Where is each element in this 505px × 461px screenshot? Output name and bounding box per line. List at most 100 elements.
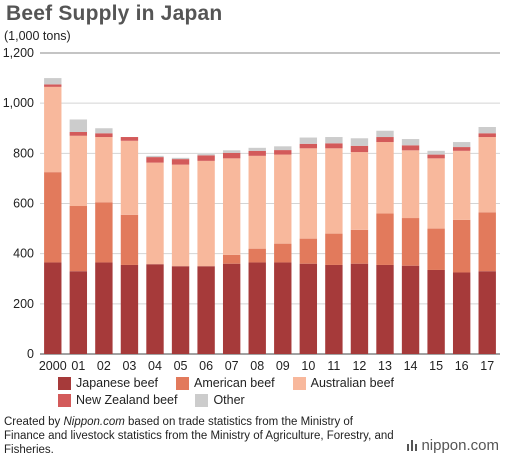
legend-item-newzealand: New Zealand beef — [58, 393, 177, 407]
x-tick-label: 04 — [148, 359, 162, 373]
bar-segment — [69, 206, 88, 272]
legend-item-american: American beef — [176, 376, 275, 390]
bar-segment — [299, 263, 318, 354]
legend-item-australian: Australian beef — [292, 376, 395, 390]
bar-segment — [325, 264, 343, 354]
legend-swatch-australian — [292, 376, 306, 390]
footnote-source: Nippon.com — [63, 416, 125, 428]
bar-segment — [248, 147, 266, 151]
x-tick-label: 15 — [429, 359, 443, 373]
bar-segment — [427, 228, 445, 270]
bar-segment — [427, 269, 445, 354]
x-tick-label: 12 — [352, 359, 366, 373]
y-tick-label: 400 — [13, 247, 34, 261]
bar-segment — [120, 214, 139, 265]
bar-segment — [376, 264, 394, 354]
bar-segment — [452, 219, 471, 273]
legend-row-1: Japanese beef American beef Australian b… — [58, 376, 438, 390]
bar-segment — [248, 262, 266, 354]
bar-segment — [299, 137, 318, 144]
bar-segment — [95, 128, 113, 134]
legend-swatch-other — [195, 393, 209, 407]
bar-segment — [401, 139, 420, 146]
bar-segment — [146, 157, 164, 163]
x-tick-label: 17 — [480, 359, 494, 373]
y-tick-labels: 0 200 400 600 800 1,000 1,200 — [3, 46, 34, 361]
bar-segment — [299, 148, 318, 239]
legend-swatch-newzealand — [58, 393, 71, 407]
bar-segment — [222, 254, 241, 264]
chart-title: Beef Supply in Japan — [6, 2, 223, 25]
grid-lines — [40, 52, 500, 355]
footnote-rest: based on trade statistics from the Minis… — [4, 416, 394, 456]
bar-segment — [248, 248, 266, 263]
bar-segment — [350, 145, 369, 153]
legend-swatch-american — [176, 376, 190, 390]
bar-segment — [376, 213, 394, 265]
y-tick-label: 1,000 — [3, 96, 34, 110]
y-tick-label: 800 — [13, 146, 34, 160]
legend-swatch-japanese — [58, 376, 71, 390]
bar-segment — [120, 140, 139, 215]
bar-segment — [69, 271, 88, 354]
x-tick-label: 09 — [276, 359, 290, 373]
bar-segment — [146, 155, 164, 158]
bar-segment — [376, 130, 394, 138]
bar-segment — [274, 146, 292, 151]
bar-segment — [376, 142, 394, 214]
bar-segment — [401, 150, 420, 219]
bar-segment — [44, 172, 62, 263]
legend-label-australian: Australian beef — [310, 376, 395, 390]
stacked-bar-chart: (1,000 tons) 0 200 400 600 800 1,000 1,200 200… — [3, 29, 500, 373]
bar-segment — [401, 145, 420, 151]
bar-segment — [222, 158, 241, 255]
bar-segment — [44, 262, 62, 354]
bar-segment — [197, 266, 215, 354]
y-tick-label: 600 — [13, 197, 34, 211]
bar-segment — [325, 143, 343, 149]
bar-segment — [325, 233, 343, 265]
bar-segment — [95, 137, 113, 203]
bar-segment — [478, 126, 496, 134]
bar-segment — [325, 148, 343, 234]
bar-segment — [197, 154, 215, 156]
bar-segment — [478, 271, 496, 354]
y-tick-label: 0 — [27, 347, 34, 361]
bar-segment — [95, 262, 113, 354]
bar-segment — [171, 159, 190, 165]
bar-segment — [69, 132, 88, 136]
bar-segment — [478, 133, 496, 138]
x-tick-label: 01 — [71, 359, 85, 373]
x-tick-label: 2000 — [39, 359, 67, 373]
bar-segment — [197, 155, 215, 161]
x-tick-label: 05 — [174, 359, 188, 373]
x-tick-label: 08 — [250, 359, 264, 373]
bar-segment — [274, 154, 292, 244]
x-tick-label: 06 — [199, 359, 213, 373]
bar-segment — [350, 138, 369, 146]
bar-segment — [452, 142, 471, 148]
bar-segment — [146, 264, 164, 354]
bars — [44, 78, 496, 354]
brand-name: nippon.com — [421, 437, 499, 454]
x-tick-label: 16 — [455, 359, 469, 373]
bar-segment — [427, 154, 445, 159]
bar-segment — [299, 143, 318, 149]
x-tick-label: 14 — [404, 359, 418, 373]
x-tick-label: 11 — [327, 359, 340, 373]
x-tick-label: 07 — [225, 359, 239, 373]
bar-segment — [274, 243, 292, 263]
legend: Japanese beef American beef Australian b… — [58, 376, 438, 410]
bar-segment — [171, 164, 190, 267]
legend-item-japanese: Japanese beef — [58, 376, 158, 390]
bar-segment — [427, 150, 445, 155]
legend-item-other: Other — [195, 393, 245, 407]
legend-row-2: New Zealand beef Other — [58, 393, 438, 407]
bar-segment — [222, 263, 241, 354]
bar-segment — [171, 157, 190, 160]
bar-segment — [69, 119, 88, 133]
source-footnote: Created by Nippon.com based on trade sta… — [4, 415, 394, 457]
bar-segment — [478, 212, 496, 272]
bar-segment — [95, 133, 113, 138]
bar-segment — [120, 264, 139, 354]
